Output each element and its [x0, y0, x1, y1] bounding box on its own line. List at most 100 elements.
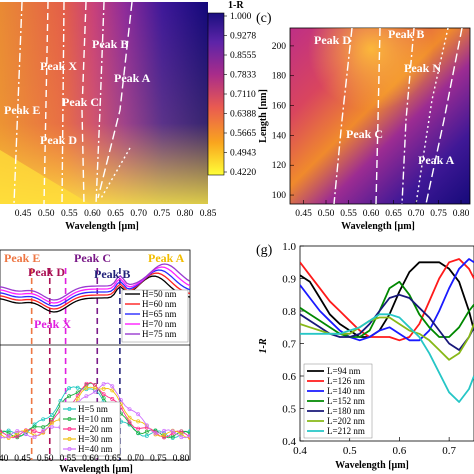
axis-ticks-g: 0.4 0.5 0.6 0.7 0.4 0.5 0.6 0.7 0.8 0.9 1.0 — [282, 241, 456, 457]
colorbar-tick-label: 0.5665 — [230, 129, 256, 139]
series-line — [300, 258, 474, 342]
colorbar-tick-label: 0.6388 — [230, 110, 256, 120]
legend-bottom-e: H=5 nmH=10 nmH=20 nmH=30 nmH=40 nm — [59, 401, 121, 457]
colorbar-tick-label: 0.7833 — [230, 71, 256, 81]
spectrum-marker — [41, 425, 46, 430]
x-tick-label: 0.5 — [343, 445, 357, 457]
top-spectrum-line — [0, 263, 190, 301]
spectrum-marker — [0, 435, 2, 440]
peak-label-n-c: Peak N — [404, 61, 441, 75]
spectrum-marker — [101, 386, 106, 391]
spectrum-marker — [32, 422, 37, 427]
y-tick-label: 0.6 — [282, 371, 296, 383]
bottom-spectrum-line — [0, 382, 190, 439]
y-tick-label: 120 — [272, 161, 287, 171]
x-tick-label: 0.70 — [127, 454, 144, 464]
peak-label: Peak A — [148, 251, 185, 265]
spectrum-marker — [188, 435, 190, 440]
y-tick-label: 1.0 — [282, 241, 296, 253]
colorbar-tick-label: 0.7110 — [230, 90, 256, 100]
y-tick-label: 140 — [272, 131, 287, 141]
legend-label: L=126 nm — [327, 376, 365, 386]
spectrum-marker — [118, 398, 123, 402]
spectrum-marker — [127, 407, 132, 412]
legend-label: H=50 nm — [142, 289, 176, 299]
bottom-spectrum-line — [0, 382, 190, 439]
spectrum-marker — [144, 423, 149, 428]
peak-line-c — [81, 2, 87, 204]
spectrum-marker — [101, 396, 106, 401]
y-tick-label: 0.5 — [282, 404, 296, 416]
x-tick-label: 0.80 — [177, 209, 194, 219]
x-axis-label-g: Wavelength [μm] — [335, 460, 409, 471]
legend-label: L=212 nm — [327, 426, 365, 436]
spectrum-marker — [170, 429, 175, 434]
colorbar-tick-label: 0.4220 — [230, 168, 256, 178]
peak-label: Peak C — [74, 251, 111, 265]
heatmap-panel-height: Peak B Peak X Peak A Peak C Peak E Peak … — [0, 2, 217, 232]
spectrum-marker — [144, 429, 149, 434]
spectrum-marker — [136, 419, 141, 424]
y-tick-label: 0.4 — [282, 436, 296, 448]
legend-marker — [67, 407, 72, 411]
x-tick-labels-c: 0.45 0.50 0.55 0.60 0.65 0.70 0.75 0.80 — [295, 200, 470, 219]
spectrum-marker — [15, 431, 20, 436]
y-tick-labels-c: 100 120 140 160 180 200 — [272, 42, 294, 201]
x-tick-label: 0.70 — [408, 209, 425, 219]
heatmap-yellow-corner — [0, 150, 90, 204]
x-tick-label: 0.4 — [293, 445, 307, 457]
spectrum-marker — [162, 428, 167, 433]
peak-line-b-c — [401, 28, 415, 204]
y-tick-label: 0.9 — [282, 274, 296, 286]
x-tick-label: 0.60 — [82, 454, 99, 464]
colorbar-tick-label: 0.4943 — [230, 149, 256, 159]
spectrum-marker — [136, 412, 141, 417]
peak-line-x — [61, 2, 65, 204]
x-axis-label-a: Wavelength [μm] — [65, 221, 139, 232]
peak-line-a-c — [425, 28, 463, 204]
y-axis-label-g: 1-R — [258, 338, 269, 353]
x-tick-label: 0.80 — [173, 454, 190, 464]
legend-top-e: H=50 nmH=60 nmH=65 nmH=70 nmH=75 nm — [121, 289, 189, 343]
y-tick-label: 100 — [272, 191, 287, 201]
x-tick-labels-e: 0.40 0.45 0.50 0.55 0.60 0.65 0.70 0.75 0.80 — [0, 454, 190, 464]
x-axis-label-c: Wavelength [μm] — [341, 221, 415, 232]
bottom-spectrum-line — [0, 386, 190, 439]
legend-label: H=70 nm — [142, 319, 176, 329]
peak-line-c-c — [375, 28, 381, 204]
peak-label: Peak B — [94, 267, 130, 281]
x-tick-label: 0.75 — [150, 454, 167, 464]
spectrum-marker — [0, 432, 2, 436]
peak-line-b — [95, 2, 105, 204]
peak-label-e-a: Peak E — [4, 103, 40, 117]
peak-label-d-c: Peak D — [314, 33, 351, 47]
x-tick-label: 0.80 — [453, 209, 470, 219]
legend-label: L=140 nm — [327, 386, 365, 396]
x-tick-labels-a: 0.45 0.50 0.55 0.60 0.65 0.70 0.75 0.80 0.85 — [15, 209, 217, 219]
colorbar-title: 1-R — [228, 0, 244, 11]
legend-label: L=202 nm — [327, 416, 365, 426]
series-line — [300, 280, 474, 338]
spectrum-marker — [136, 426, 141, 431]
x-tick-label: 0.50 — [37, 454, 54, 464]
colorbar-tick-label: 0.9278 — [230, 32, 256, 42]
spectrum-marker — [144, 433, 149, 438]
top-spectrum-line — [0, 269, 190, 307]
spectrum-marker — [101, 381, 106, 386]
spectrum-marker — [84, 381, 89, 386]
legend-label: H=40 nm — [78, 444, 112, 454]
peak-line-d — [43, 2, 49, 204]
spectrum-marker — [162, 435, 167, 440]
spectrum-marker — [41, 417, 46, 422]
peak-label-d-a: Peak D — [40, 133, 77, 147]
spectrum-marker — [110, 388, 115, 393]
x-tick-label: 0.55 — [340, 209, 357, 219]
line-panel-length: (g) 0.4 0.5 0.6 0.7 0.4 0.5 0.6 0.7 0.8 0.9 1.0 L=… — [256, 241, 474, 471]
top-spectrum-line — [0, 275, 190, 313]
spectrum-marker — [153, 431, 158, 436]
peak-line-a — [97, 2, 133, 199]
spectrum-marker — [93, 389, 97, 394]
colorbar-tick-label: 0.8555 — [230, 51, 256, 61]
